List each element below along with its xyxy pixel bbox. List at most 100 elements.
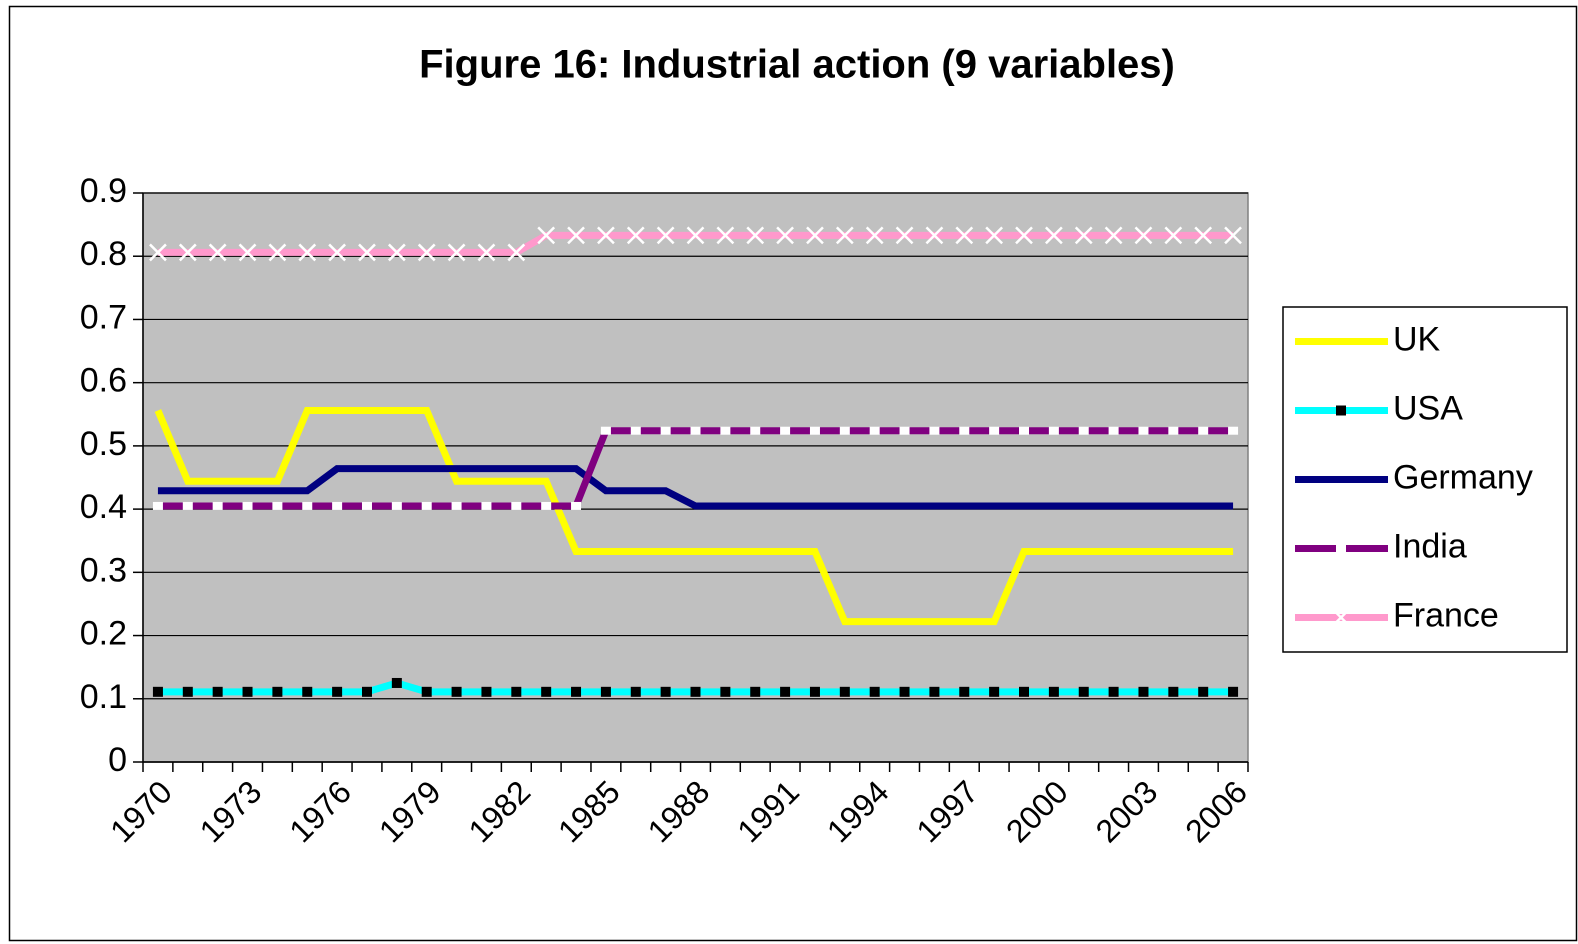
point-marker: [571, 501, 582, 510]
point-marker: [421, 501, 432, 510]
point-marker: [806, 226, 824, 245]
point-marker: [1228, 426, 1239, 435]
point-marker: [1138, 686, 1149, 697]
point-marker: [242, 501, 253, 510]
point-marker: [238, 243, 257, 262]
point-marker: [750, 686, 761, 697]
point-marker: [1015, 226, 1033, 245]
point-marker: [925, 226, 944, 245]
point-marker: [660, 686, 671, 697]
point-marker: [152, 501, 163, 510]
point-marker: [1198, 426, 1209, 435]
y-tick-label: 0.5: [80, 425, 127, 463]
point-marker: [1104, 226, 1123, 245]
point-marker: [272, 686, 283, 697]
series-line: [157, 465, 1234, 510]
legend-label: France: [1393, 596, 1499, 634]
point-marker: [656, 226, 675, 245]
legend-label: UK: [1393, 320, 1441, 358]
point-marker: [298, 243, 317, 262]
point-marker: [152, 686, 163, 697]
point-marker: [750, 426, 761, 435]
legend: UK USA Germany India France: [1282, 306, 1568, 653]
point-marker: [541, 686, 552, 697]
y-tick-label: 0.3: [80, 551, 127, 589]
y-tick-label: 0: [108, 741, 127, 779]
point-marker: [1164, 226, 1183, 245]
point-marker: [332, 686, 343, 697]
point-marker: [1048, 686, 1059, 697]
point-marker: [511, 501, 522, 510]
point-marker: [720, 426, 731, 435]
point-marker: [1078, 426, 1089, 435]
point-marker: [989, 686, 1000, 697]
legend-label: Germany: [1393, 458, 1533, 496]
point-marker: [481, 686, 492, 697]
point-marker: [417, 243, 436, 262]
point-marker: [242, 686, 253, 697]
legend-box: [1282, 306, 1568, 653]
point-marker: [955, 226, 974, 245]
point-marker: [895, 226, 914, 245]
point-marker: [989, 426, 1000, 435]
point-marker: [302, 686, 313, 697]
point-marker: [391, 677, 402, 688]
point-marker: [839, 686, 850, 697]
y-tick-label: 0.9: [80, 172, 127, 210]
legend-label: India: [1393, 527, 1467, 565]
point-marker: [328, 243, 347, 262]
point-marker: [268, 243, 287, 262]
point-marker: [387, 243, 406, 262]
point-marker: [1168, 686, 1179, 697]
point-marker: [507, 243, 526, 262]
point-marker: [1138, 426, 1149, 435]
point-marker: [809, 686, 820, 697]
y-tick-label: 0.8: [80, 235, 127, 273]
point-marker: [899, 426, 910, 435]
point-marker: [149, 243, 167, 262]
point-marker: [1108, 426, 1119, 435]
point-marker: [809, 426, 820, 435]
point-marker: [477, 243, 496, 262]
point-marker: [600, 686, 611, 697]
legend-marker: [1336, 405, 1346, 416]
point-marker: [182, 501, 193, 510]
point-marker: [567, 226, 585, 245]
plot-area: [142, 192, 1249, 763]
point-marker: [660, 426, 671, 435]
point-marker: [865, 226, 884, 245]
point-marker: [630, 686, 641, 697]
point-marker: [959, 426, 970, 435]
point-marker: [1019, 686, 1030, 697]
y-tick-label: 0.2: [80, 615, 127, 653]
point-marker: [208, 243, 227, 262]
point-marker: [358, 243, 376, 262]
point-marker: [272, 501, 283, 510]
point-marker: [597, 226, 615, 245]
point-marker: [1044, 226, 1063, 245]
point-marker: [421, 686, 432, 697]
point-marker: [780, 686, 791, 697]
point-marker: [182, 686, 193, 697]
point-marker: [1019, 426, 1030, 435]
y-tick-label: 0.4: [80, 488, 127, 526]
point-marker: [869, 426, 880, 435]
point-marker: [391, 501, 402, 510]
point-marker: [212, 501, 223, 510]
point-marker: [929, 426, 940, 435]
point-marker: [451, 686, 462, 697]
point-marker: [1074, 226, 1093, 245]
point-marker: [1134, 226, 1153, 245]
point-marker: [716, 226, 735, 245]
point-marker: [481, 501, 492, 510]
legend-marker: [1332, 608, 1350, 627]
point-marker: [985, 226, 1004, 245]
legend-marker: [1336, 544, 1346, 553]
point-marker: [869, 686, 880, 697]
point-marker: [451, 501, 462, 510]
point-marker: [447, 243, 466, 262]
point-marker: [959, 686, 970, 697]
point-marker: [537, 226, 556, 245]
